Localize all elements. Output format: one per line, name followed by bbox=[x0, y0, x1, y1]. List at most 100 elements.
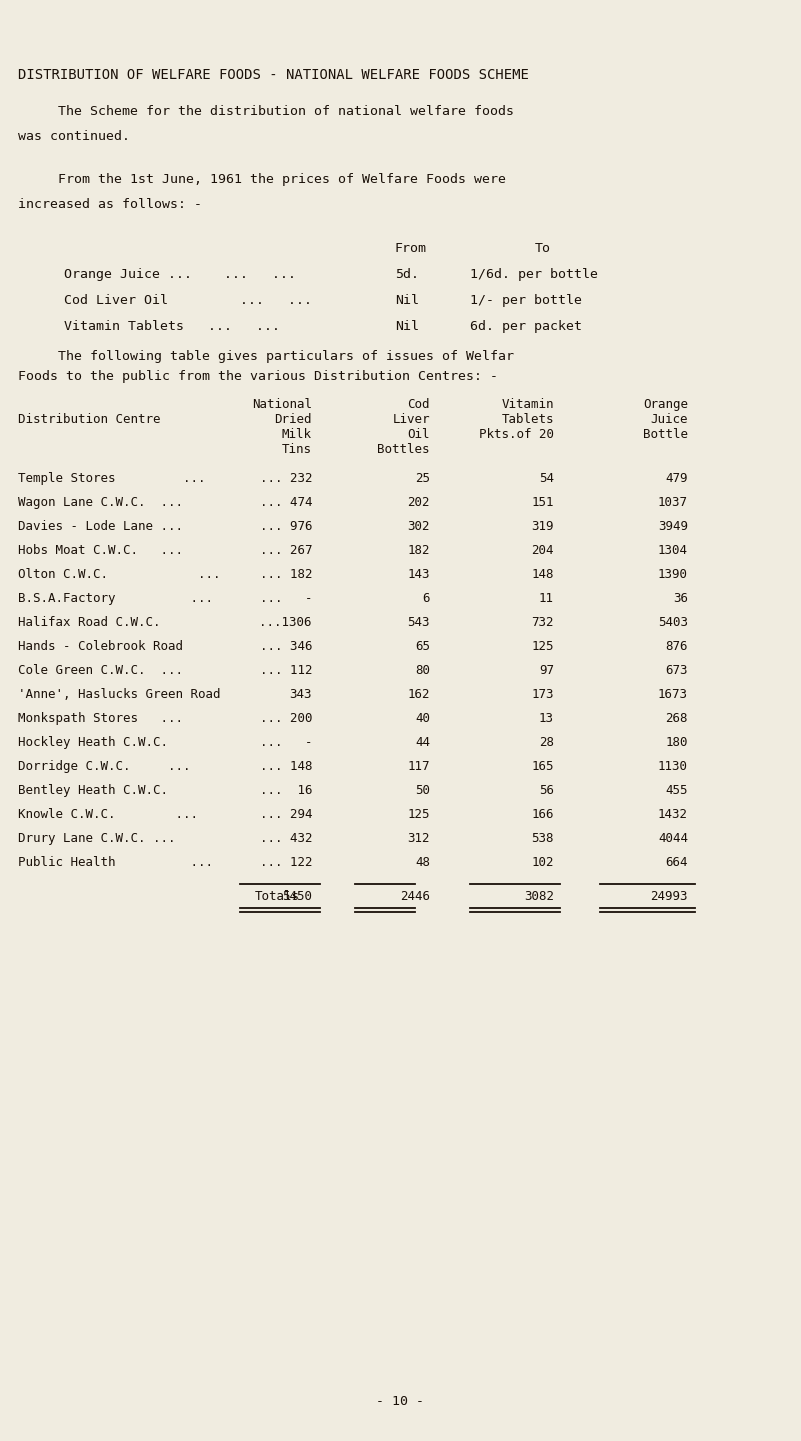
Text: 162: 162 bbox=[408, 687, 430, 700]
Text: 455: 455 bbox=[666, 784, 688, 797]
Text: Monkspath Stores   ...: Monkspath Stores ... bbox=[18, 712, 183, 725]
Text: was continued.: was continued. bbox=[18, 130, 130, 143]
Text: 1390: 1390 bbox=[658, 568, 688, 581]
Text: 673: 673 bbox=[666, 664, 688, 677]
Text: 125: 125 bbox=[532, 640, 554, 653]
Text: 13: 13 bbox=[539, 712, 554, 725]
Text: Hockley Heath C.W.C.: Hockley Heath C.W.C. bbox=[18, 736, 168, 749]
Text: From: From bbox=[395, 242, 427, 255]
Text: ... 148: ... 148 bbox=[260, 759, 312, 772]
Text: 36: 36 bbox=[673, 592, 688, 605]
Text: ... 474: ... 474 bbox=[260, 496, 312, 509]
Text: 732: 732 bbox=[532, 615, 554, 630]
Text: 3082: 3082 bbox=[524, 891, 554, 904]
Text: 268: 268 bbox=[666, 712, 688, 725]
Text: 5403: 5403 bbox=[658, 615, 688, 630]
Text: Vitamin: Vitamin bbox=[501, 398, 554, 411]
Text: 1/- per bottle: 1/- per bottle bbox=[470, 294, 582, 307]
Text: 6: 6 bbox=[422, 592, 430, 605]
Text: Vitamin Tablets   ...   ...: Vitamin Tablets ... ... bbox=[64, 320, 280, 333]
Text: ... 267: ... 267 bbox=[260, 545, 312, 558]
Text: 1130: 1130 bbox=[658, 759, 688, 772]
Text: 1037: 1037 bbox=[658, 496, 688, 509]
Text: Bottle: Bottle bbox=[643, 428, 688, 441]
Text: Knowle C.W.C.        ...: Knowle C.W.C. ... bbox=[18, 808, 198, 821]
Text: 11: 11 bbox=[539, 592, 554, 605]
Text: 24993: 24993 bbox=[650, 891, 688, 904]
Text: ...1306: ...1306 bbox=[260, 615, 312, 630]
Text: ... 294: ... 294 bbox=[260, 808, 312, 821]
Text: To: To bbox=[535, 242, 551, 255]
Text: 538: 538 bbox=[532, 831, 554, 844]
Text: Milk: Milk bbox=[282, 428, 312, 441]
Text: 4044: 4044 bbox=[658, 831, 688, 844]
Text: ... 976: ... 976 bbox=[260, 520, 312, 533]
Text: ... 232: ... 232 bbox=[260, 473, 312, 486]
Text: 302: 302 bbox=[408, 520, 430, 533]
Text: 3949: 3949 bbox=[658, 520, 688, 533]
Text: 173: 173 bbox=[532, 687, 554, 700]
Text: 25: 25 bbox=[415, 473, 430, 486]
Text: - 10 -: - 10 - bbox=[376, 1395, 424, 1408]
Text: 479: 479 bbox=[666, 473, 688, 486]
Text: Distribution Centre: Distribution Centre bbox=[18, 414, 160, 427]
Text: 80: 80 bbox=[415, 664, 430, 677]
Text: 97: 97 bbox=[539, 664, 554, 677]
Text: ... 122: ... 122 bbox=[260, 856, 312, 869]
Text: 143: 143 bbox=[408, 568, 430, 581]
Text: Drury Lane C.W.C. ...: Drury Lane C.W.C. ... bbox=[18, 831, 175, 844]
Text: 28: 28 bbox=[539, 736, 554, 749]
Text: The following table gives particulars of issues of Welfar: The following table gives particulars of… bbox=[58, 350, 514, 363]
Text: 65: 65 bbox=[415, 640, 430, 653]
Text: Halifax Road C.W.C.: Halifax Road C.W.C. bbox=[18, 615, 160, 630]
Text: 54: 54 bbox=[539, 473, 554, 486]
Text: 148: 148 bbox=[532, 568, 554, 581]
Text: 312: 312 bbox=[408, 831, 430, 844]
Text: 165: 165 bbox=[532, 759, 554, 772]
Text: Cole Green C.W.C.  ...: Cole Green C.W.C. ... bbox=[18, 664, 183, 677]
Text: National: National bbox=[252, 398, 312, 411]
Text: Foods to the public from the various Distribution Centres: -: Foods to the public from the various Dis… bbox=[18, 370, 498, 383]
Text: Orange Juice ...    ...   ...: Orange Juice ... ... ... bbox=[64, 268, 296, 281]
Text: 166: 166 bbox=[532, 808, 554, 821]
Text: Orange: Orange bbox=[643, 398, 688, 411]
Text: 125: 125 bbox=[408, 808, 430, 821]
Text: Totals: Totals bbox=[255, 891, 300, 904]
Text: 102: 102 bbox=[532, 856, 554, 869]
Text: 2446: 2446 bbox=[400, 891, 430, 904]
Text: Davies - Lode Lane ...: Davies - Lode Lane ... bbox=[18, 520, 183, 533]
Text: Liver: Liver bbox=[392, 414, 430, 427]
Text: 319: 319 bbox=[532, 520, 554, 533]
Text: 44: 44 bbox=[415, 736, 430, 749]
Text: Juice: Juice bbox=[650, 414, 688, 427]
Text: From the 1st June, 1961 the prices of Welfare Foods were: From the 1st June, 1961 the prices of We… bbox=[58, 173, 506, 186]
Text: Cod: Cod bbox=[408, 398, 430, 411]
Text: Dorridge C.W.C.     ...: Dorridge C.W.C. ... bbox=[18, 759, 191, 772]
Text: ...  16: ... 16 bbox=[260, 784, 312, 797]
Text: Tins: Tins bbox=[282, 442, 312, 455]
Text: ... 432: ... 432 bbox=[260, 831, 312, 844]
Text: Nil: Nil bbox=[395, 320, 419, 333]
Text: Olton C.W.C.            ...: Olton C.W.C. ... bbox=[18, 568, 220, 581]
Text: 182: 182 bbox=[408, 545, 430, 558]
Text: 664: 664 bbox=[666, 856, 688, 869]
Text: ... 200: ... 200 bbox=[260, 712, 312, 725]
Text: 5d.: 5d. bbox=[395, 268, 419, 281]
Text: 204: 204 bbox=[532, 545, 554, 558]
Text: 1673: 1673 bbox=[658, 687, 688, 700]
Text: 543: 543 bbox=[408, 615, 430, 630]
Text: Public Health          ...: Public Health ... bbox=[18, 856, 213, 869]
Text: 'Anne', Haslucks Green Road: 'Anne', Haslucks Green Road bbox=[18, 687, 220, 700]
Text: 117: 117 bbox=[408, 759, 430, 772]
Text: 48: 48 bbox=[415, 856, 430, 869]
Text: Pkts.of 20: Pkts.of 20 bbox=[479, 428, 554, 441]
Text: 180: 180 bbox=[666, 736, 688, 749]
Text: 151: 151 bbox=[532, 496, 554, 509]
Text: Hobs Moat C.W.C.   ...: Hobs Moat C.W.C. ... bbox=[18, 545, 183, 558]
Text: Oil: Oil bbox=[408, 428, 430, 441]
Text: 6d. per packet: 6d. per packet bbox=[470, 320, 582, 333]
Text: B.S.A.Factory          ...: B.S.A.Factory ... bbox=[18, 592, 213, 605]
Text: Cod Liver Oil         ...   ...: Cod Liver Oil ... ... bbox=[64, 294, 312, 307]
Text: 56: 56 bbox=[539, 784, 554, 797]
Text: The Scheme for the distribution of national welfare foods: The Scheme for the distribution of natio… bbox=[58, 105, 514, 118]
